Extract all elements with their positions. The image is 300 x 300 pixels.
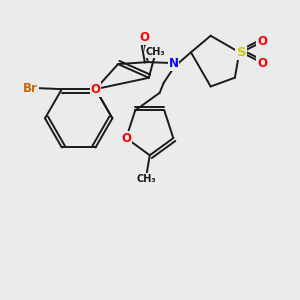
Text: O: O [91,82,100,96]
Text: N: N [169,57,178,70]
Text: Br: Br [23,82,38,94]
Text: CH₃: CH₃ [146,47,165,57]
Text: O: O [121,132,131,145]
Text: O: O [257,35,267,48]
Text: CH₃: CH₃ [137,174,157,184]
Text: O: O [139,31,149,44]
Text: O: O [257,57,267,70]
Text: S: S [236,46,246,59]
